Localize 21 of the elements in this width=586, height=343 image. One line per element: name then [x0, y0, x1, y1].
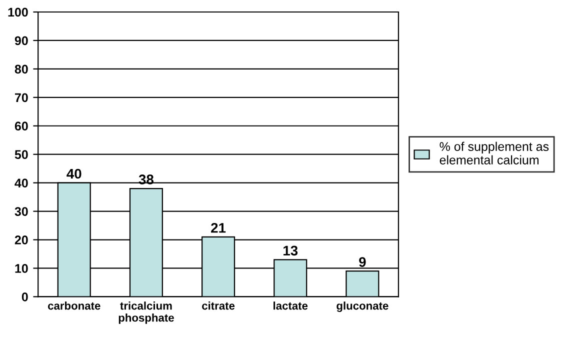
- data-label: 13: [284, 246, 298, 256]
- x-tick-label: lactate: [274, 302, 308, 310]
- x-tick-label: tricalcium phosphate: [118, 302, 174, 324]
- y-tick-label: 100: [8, 8, 28, 17]
- y-tick-label: 30: [14, 207, 28, 216]
- data-label: 9: [359, 257, 366, 267]
- x-tick-label: citrate: [202, 302, 235, 310]
- y-tick-label: 20: [14, 236, 28, 244]
- x-tick-label: carbonate: [48, 302, 100, 310]
- y-tick-label: 70: [15, 93, 28, 102]
- y-tick-label: 80: [14, 64, 28, 74]
- x-tick-label: gluconate: [336, 302, 388, 312]
- data-label: 40: [66, 168, 82, 179]
- y-tick-label: 90: [14, 36, 28, 46]
- y-tick-label: 60: [14, 122, 28, 131]
- y-tick-label: 10: [15, 264, 28, 273]
- data-label: 21: [211, 222, 226, 233]
- legend-label: % of supplement as elemental calcium: [440, 142, 549, 164]
- y-tick-label: 0: [22, 292, 28, 302]
- y-tick-label: 40: [14, 178, 28, 188]
- y-tick-label: 50: [14, 150, 28, 159]
